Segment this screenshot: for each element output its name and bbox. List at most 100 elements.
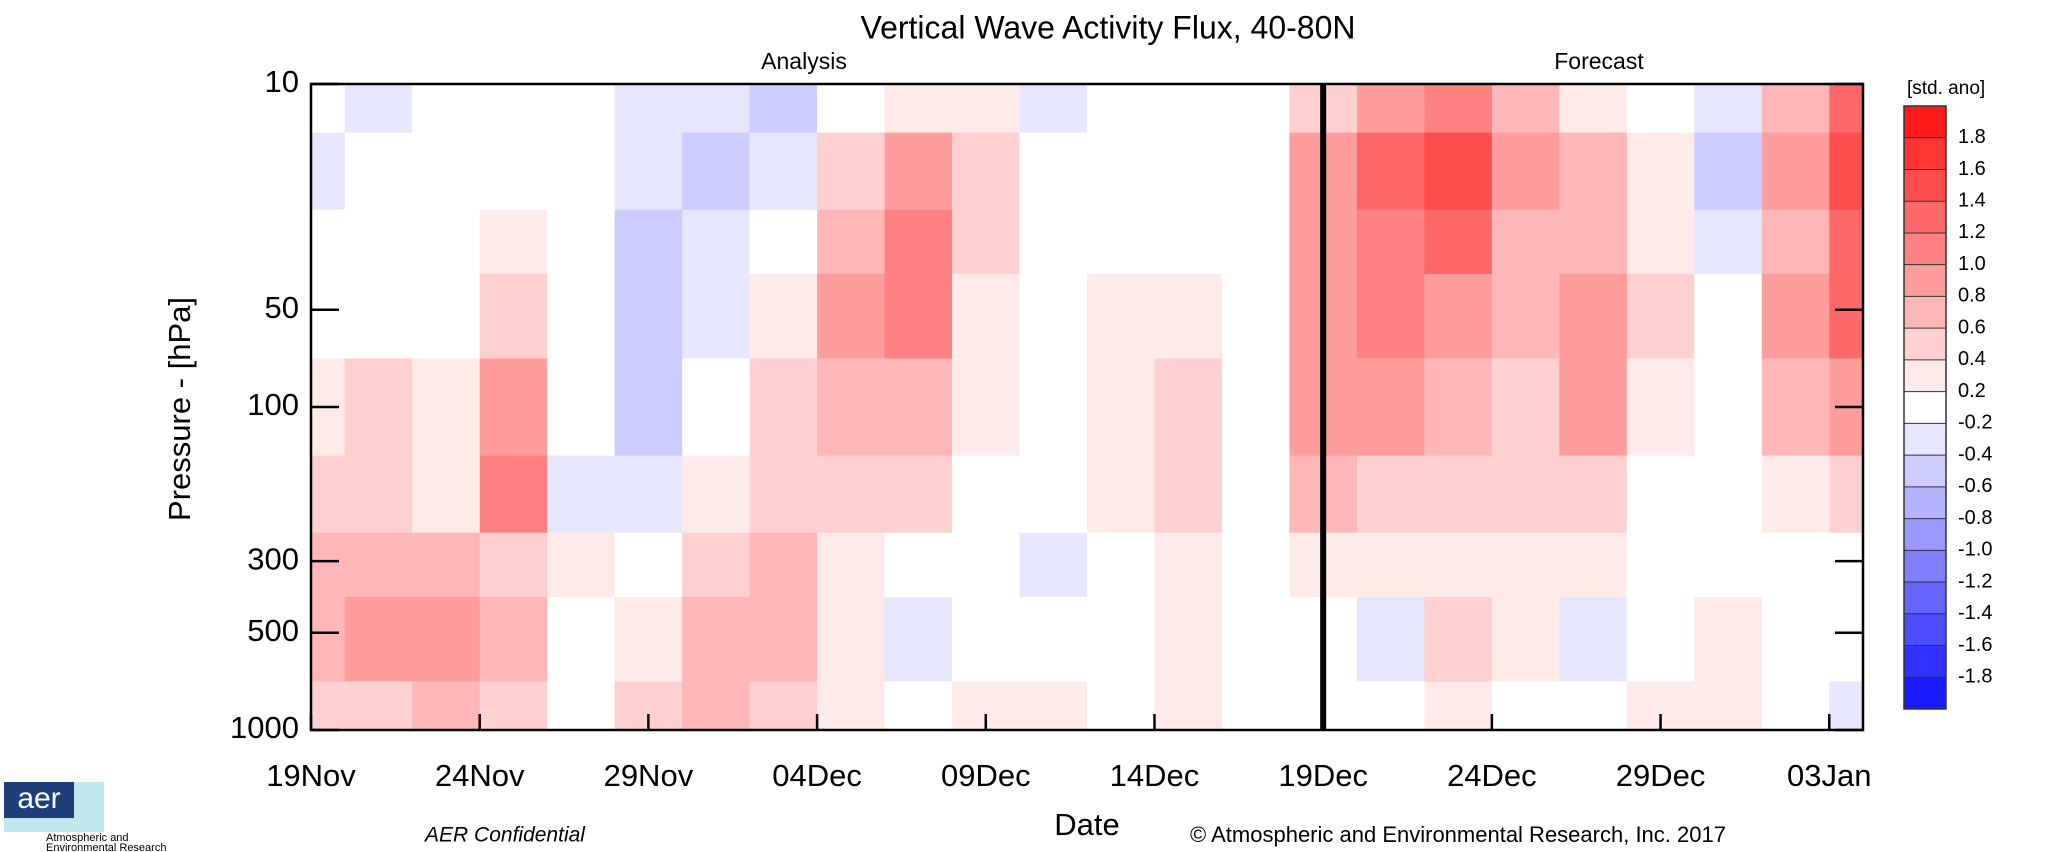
contour-cell — [1761, 455, 1830, 534]
contour-cell — [1559, 596, 1628, 682]
colorbar-tick-label: -0.2 — [1958, 412, 1992, 434]
contour-cell — [1491, 358, 1560, 457]
contour-cell — [1356, 132, 1425, 211]
contour-cell — [1154, 132, 1223, 211]
contour-cell — [1356, 209, 1425, 275]
y-tick-label: 300 — [247, 541, 299, 576]
contour-cell — [1221, 532, 1291, 598]
contour-cell — [1019, 84, 1088, 134]
x-tick-label: 29Nov — [604, 758, 694, 793]
contour-cell — [1559, 84, 1628, 134]
contour-cell — [547, 681, 616, 730]
contour-cell — [1559, 681, 1628, 730]
contour-cell — [1761, 273, 1830, 359]
contour-cell — [479, 681, 548, 730]
contour-cell — [682, 532, 751, 598]
contour-cell — [344, 84, 413, 134]
contour-cell — [1491, 532, 1560, 598]
contour-cell — [614, 532, 683, 598]
contour-cell — [614, 84, 683, 134]
contour-cell — [1221, 681, 1291, 730]
contour-cell — [682, 84, 751, 134]
contour-cell — [412, 596, 481, 682]
contour-cell — [1154, 681, 1223, 730]
contour-cell — [1087, 358, 1156, 457]
contour-cell — [547, 358, 616, 457]
colorbar-frame — [1903, 105, 1947, 710]
contour-cell — [1491, 273, 1560, 359]
colorbar-tick-label: 1.4 — [1958, 189, 1986, 211]
colorbar-tick-label: 0.2 — [1958, 380, 1986, 402]
contour-cell — [1829, 209, 1863, 275]
logo-mark: aer — [17, 782, 60, 815]
y-tick-label: 100 — [247, 387, 299, 422]
colorbar-swatch — [1904, 518, 1946, 551]
contour-cell — [952, 455, 1021, 534]
colorbar-swatch — [1904, 232, 1946, 266]
contour-cell — [817, 273, 886, 359]
contour-cell — [884, 132, 953, 211]
contour-cell — [1019, 455, 1088, 534]
colorbar-swatch — [1904, 137, 1946, 170]
colorbar-tick-label: 0.8 — [1958, 285, 1986, 307]
contour-cell — [682, 358, 751, 457]
contour-cell — [884, 596, 953, 682]
contour-cell — [311, 455, 346, 534]
contour-cell — [1761, 209, 1830, 275]
colorbar-swatch — [1904, 169, 1946, 202]
contour-cell — [1019, 132, 1088, 211]
contour-cell — [1626, 455, 1695, 534]
contour-cell — [1559, 358, 1628, 457]
contour-cell — [1694, 596, 1763, 682]
contour-cell — [614, 273, 683, 359]
contour-cell — [412, 358, 481, 457]
colorbar-tick-label: 0.4 — [1958, 348, 1986, 370]
contour-cell — [952, 596, 1021, 682]
colorbar-tick-label: -1.4 — [1958, 602, 1992, 624]
contour-cell — [1694, 358, 1763, 457]
contour-cell — [412, 532, 481, 598]
contour-cell — [479, 455, 548, 534]
contour-cell — [1491, 681, 1560, 730]
colorbar-swatch — [1904, 296, 1946, 329]
contour-cell — [1356, 273, 1425, 359]
contour-cell — [614, 596, 683, 682]
contour-cell — [749, 273, 818, 359]
contour-cell — [817, 596, 886, 682]
footer-right: © Atmospheric and Environmental Research… — [1190, 822, 1726, 847]
logo-text: Environmental Research — [46, 842, 166, 852]
contour-cell — [1761, 532, 1830, 598]
contour-cell — [1694, 532, 1763, 598]
contour-cell — [1626, 132, 1695, 211]
colorbar-swatch — [1904, 613, 1946, 647]
colorbar-tick-label: -1.8 — [1958, 666, 1992, 688]
contour-cell — [311, 132, 346, 211]
contour-cell — [1087, 532, 1156, 598]
colorbar-tick-label: 1.6 — [1958, 158, 1986, 180]
contour-cell — [817, 681, 886, 730]
contour-cell — [344, 532, 413, 598]
contour-cell — [344, 596, 413, 682]
contour-cell — [1221, 84, 1291, 134]
contour-cell — [1356, 596, 1425, 682]
contour-cell — [682, 273, 751, 359]
colorbar-tick-label: 0.6 — [1958, 316, 1986, 338]
colorbar-tick-label: 1.0 — [1958, 253, 1986, 275]
y-tick-label: 10 — [265, 64, 299, 99]
contour-cell — [412, 132, 481, 211]
contour-cell — [311, 532, 346, 598]
contour-cell — [344, 681, 413, 730]
contour-cell — [1829, 681, 1863, 730]
y-tick-label: 1000 — [230, 710, 299, 745]
contour-cell — [1356, 532, 1425, 598]
contour-cell — [1491, 84, 1560, 134]
contour-cell — [1559, 532, 1628, 598]
contour-cell — [1019, 273, 1088, 359]
logo-text: Atmospheric and — [46, 832, 129, 844]
contour-cell — [1559, 273, 1628, 359]
contour-cell — [1019, 681, 1088, 730]
contour-cell — [412, 273, 481, 359]
contour-cell — [479, 532, 548, 598]
contour-cell — [682, 132, 751, 211]
contour-cell — [1154, 84, 1223, 134]
